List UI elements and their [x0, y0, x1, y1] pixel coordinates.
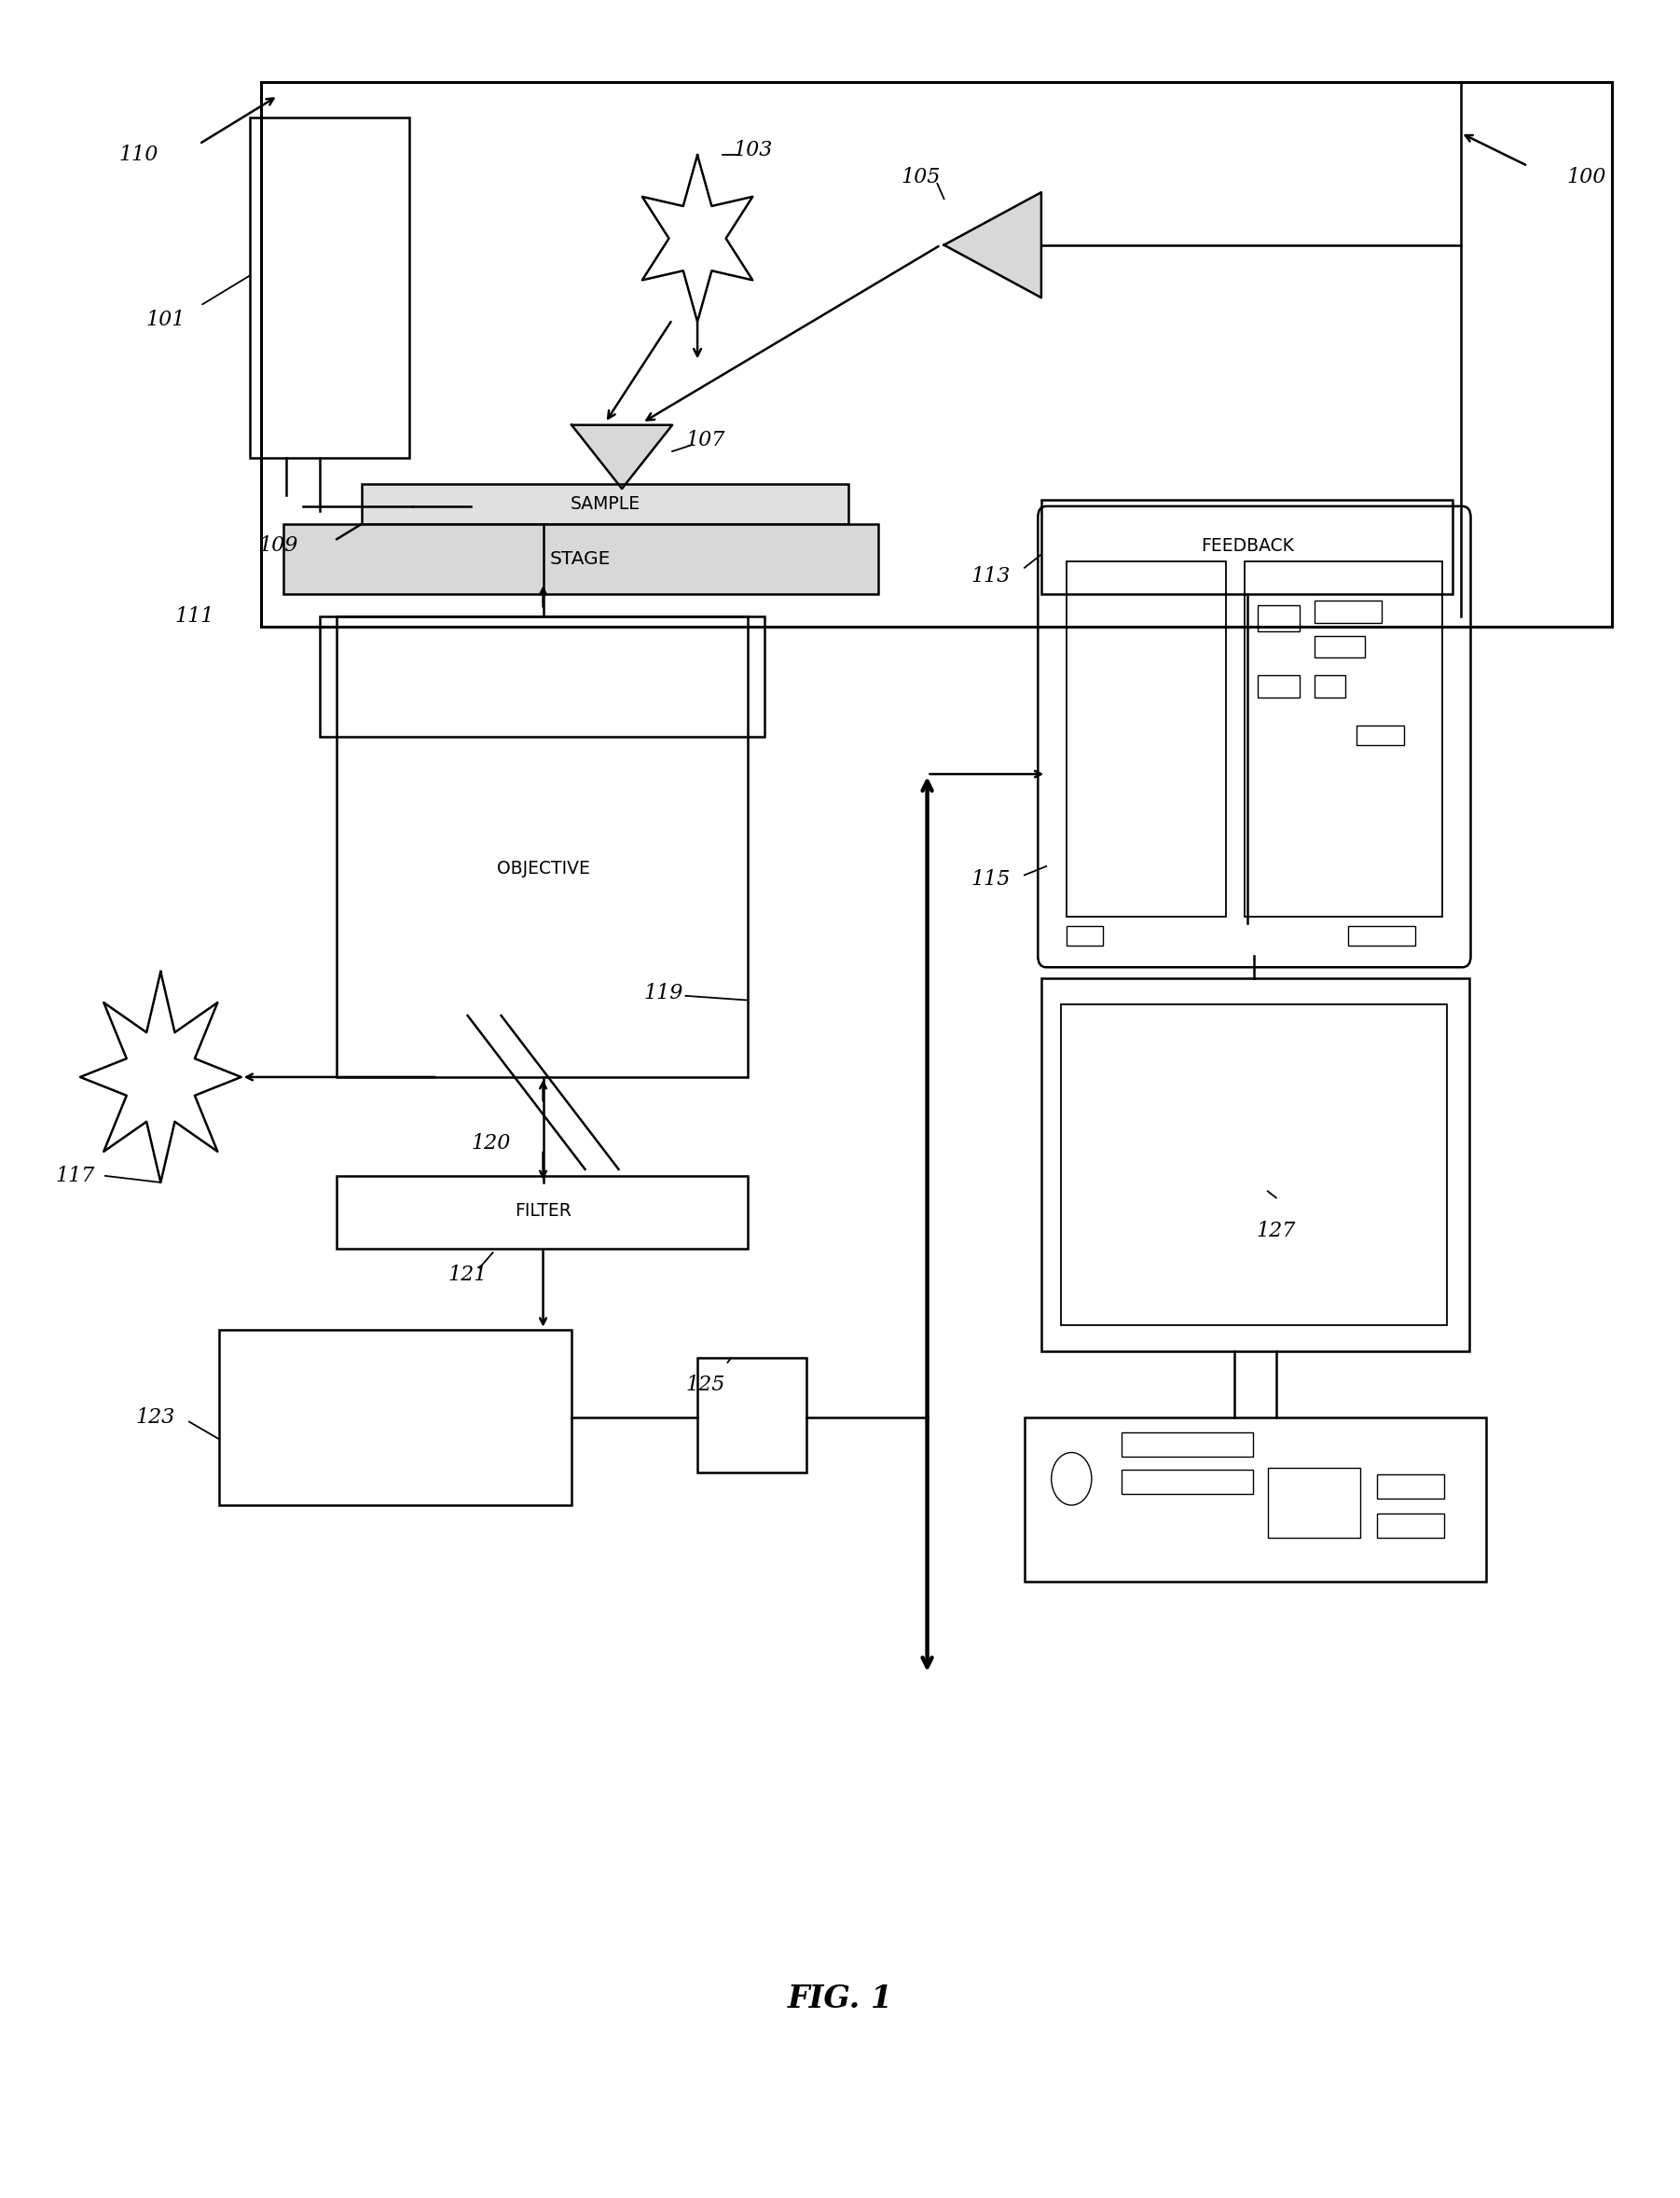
Text: 111: 111	[175, 607, 213, 626]
FancyBboxPatch shape	[361, 484, 848, 523]
Text: 115: 115	[971, 868, 1011, 890]
Text: STAGE: STAGE	[549, 550, 610, 567]
Text: 117: 117	[55, 1165, 94, 1187]
Text: 101: 101	[146, 310, 185, 330]
Text: OBJECTIVE: OBJECTIVE	[497, 859, 590, 877]
Text: 121: 121	[449, 1264, 487, 1286]
Text: SAMPLE: SAMPLE	[570, 495, 640, 512]
Text: 107: 107	[685, 431, 726, 451]
Text: 100: 100	[1567, 167, 1606, 187]
Polygon shape	[944, 191, 1042, 297]
Text: 119: 119	[643, 983, 684, 1004]
Polygon shape	[571, 424, 672, 488]
Text: FIG. 1: FIG. 1	[788, 1985, 892, 2016]
Text: 127: 127	[1257, 1220, 1295, 1242]
Text: 103: 103	[732, 141, 773, 160]
Text: 105: 105	[900, 167, 941, 187]
Text: 123: 123	[136, 1407, 175, 1427]
Text: 109: 109	[259, 536, 297, 556]
Text: 113: 113	[971, 567, 1011, 587]
Text: 125: 125	[685, 1374, 726, 1396]
FancyBboxPatch shape	[284, 523, 879, 593]
Text: 110: 110	[119, 145, 158, 165]
Text: 120: 120	[472, 1132, 511, 1154]
Text: FILTER: FILTER	[514, 1202, 571, 1220]
Text: FEEDBACK: FEEDBACK	[1201, 536, 1294, 554]
